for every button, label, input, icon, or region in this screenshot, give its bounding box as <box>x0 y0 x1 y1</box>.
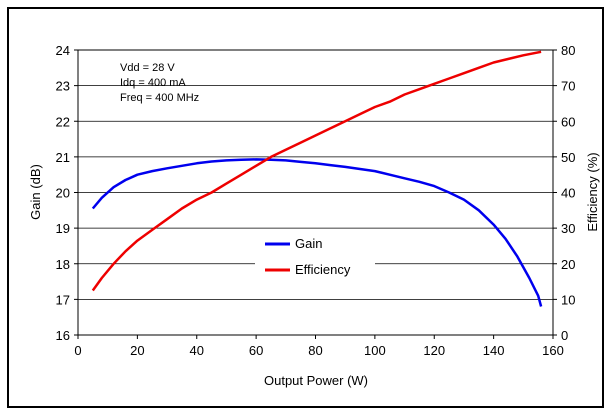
annotation-vdd: Vdd = 28 V <box>120 62 175 74</box>
y2-tick-label-6: 60 <box>561 114 575 129</box>
x-tick-label-8: 160 <box>542 343 564 358</box>
x-tick-label-1: 20 <box>130 343 144 358</box>
y2-tick-label-1: 10 <box>561 292 575 307</box>
legend-background <box>255 230 375 282</box>
series-line-efficiency <box>91 50 542 292</box>
x-axis-title: Output Power (W) <box>264 373 368 388</box>
chart-frame <box>7 7 604 408</box>
x-tick-label-0: 0 <box>74 343 81 358</box>
legend: Gain Efficiency <box>255 230 375 282</box>
y-tick-label-5: 21 <box>56 150 70 165</box>
axis-ticks: 0 20 40 60 80 100 120 140 160 16 17 18 19 20 21 22 23 24 0… <box>56 43 576 358</box>
y-tick-label-1: 17 <box>56 292 70 307</box>
y2-tick-label-5: 50 <box>561 150 575 165</box>
series-line-gain <box>91 158 543 307</box>
y2-tick-label-7: 70 <box>561 79 575 94</box>
annotation-freq: Freq = 400 MHz <box>120 92 199 104</box>
x-tick-label-2: 40 <box>190 343 204 358</box>
grid-lines <box>78 85 553 300</box>
y-tick-label-7: 23 <box>56 79 70 94</box>
y-tick-label-4: 20 <box>56 186 70 201</box>
annotation-block: Vdd = 28 V Idq = 400 mA Freq = 400 MHz <box>120 62 199 104</box>
y2-tick-label-2: 20 <box>561 257 575 272</box>
series-lines <box>91 50 543 307</box>
y-tick-label-3: 19 <box>56 221 70 236</box>
y2-tick-label-8: 80 <box>561 43 575 58</box>
x-tick-label-7: 140 <box>483 343 505 358</box>
x-tick-label-6: 120 <box>423 343 445 358</box>
legend-efficiency-label: Efficiency <box>295 262 351 277</box>
y-tick-label-8: 24 <box>56 43 70 58</box>
x-tick-label-4: 80 <box>308 343 322 358</box>
y2-tick-label-3: 30 <box>561 221 575 236</box>
y-tick-label-0: 16 <box>56 328 70 343</box>
y2-tick-label-4: 40 <box>561 186 575 201</box>
y2-axis-title: Efficiency (%) <box>585 152 600 231</box>
x-tick-label-3: 60 <box>249 343 263 358</box>
y2-tick-label-0: 0 <box>561 328 568 343</box>
y-tick-label-2: 18 <box>56 257 70 272</box>
y-tick-label-6: 22 <box>56 114 70 129</box>
annotation-idq: Idq = 400 mA <box>120 77 186 89</box>
x-tick-label-5: 100 <box>364 343 386 358</box>
y-axis-title: Gain (dB) <box>28 164 43 220</box>
legend-gain-label: Gain <box>295 236 322 251</box>
